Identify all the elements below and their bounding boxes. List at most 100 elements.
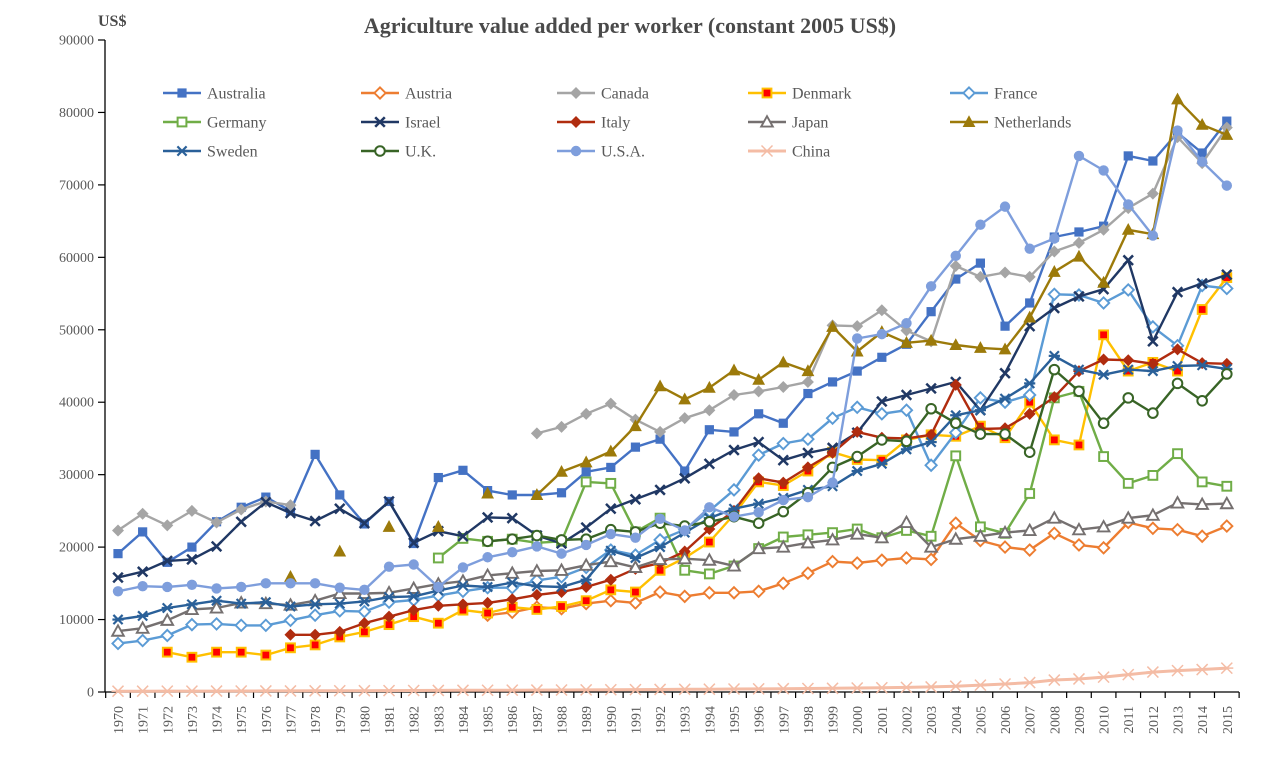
x-tick-label: 2007 [1024,706,1039,734]
x-tick-label: 1981 [383,706,398,734]
y-tick-label: 40000 [59,396,94,411]
legend-label: Austria [405,86,452,103]
x-tick-label: 1990 [605,706,620,734]
legend-item-israel: Israel [361,115,441,132]
x-tick-label: 1989 [580,706,595,734]
x-tick-label: 2015 [1221,706,1236,734]
x-tick-label: 1996 [753,706,768,734]
x-tick-label: 2012 [1147,706,1162,734]
x-tick-label: 1992 [654,706,669,734]
x-tick-label: 1986 [506,706,521,734]
legend-label: Netherlands [994,115,1071,132]
y-tick-label: 80000 [59,106,94,121]
legend-item-usa: U.S.A. [557,144,645,161]
series-australia [113,116,1232,567]
legend-label: Canada [601,86,649,103]
y-tick-label: 10000 [59,613,94,628]
legend-item-sweden: Sweden [163,144,258,161]
legend-label: France [994,86,1038,103]
legend-item-germany: Germany [163,115,267,132]
x-tick-label: 1983 [432,706,447,734]
x-tick-label: 2004 [950,706,965,734]
x-tick-label: 1979 [334,706,349,734]
legend-item-denmark: Denmark [748,86,852,103]
x-tick-label: 1972 [161,706,176,734]
x-axis-ticks: 1970 1971 1972 1973 1974 1975 1976 1977 1978 1979… [105,692,1240,734]
y-tick-label: 70000 [59,178,94,193]
legend-item-france: France [950,86,1038,103]
y-tick-label: 50000 [59,323,94,338]
x-tick-label: 1993 [679,706,694,734]
chart-title: Agriculture value added per worker (cons… [364,13,896,38]
x-tick-label: 2006 [999,706,1014,734]
legend: Australia Austria Canada Denmark France Germa… [163,86,1071,161]
y-tick-label: 30000 [59,468,94,483]
legend-label: Germany [207,115,267,132]
x-tick-label: 1971 [137,706,152,734]
legend-item-japan: Japan [748,114,828,132]
x-tick-label: 1976 [260,706,275,734]
legend-item-canada: Canada [557,86,649,103]
legend-label: Italy [601,115,630,132]
x-tick-label: 1974 [211,706,226,734]
legend-label: U.K. [405,144,436,161]
x-tick-label: 2010 [1098,706,1113,734]
legend-item-austria: Austria [361,86,452,103]
legend-item-uk: U.K. [361,144,436,161]
x-tick-label: 2011 [1122,706,1137,733]
x-tick-label: 1997 [777,706,792,734]
x-tick-label: 1975 [235,706,250,734]
x-tick-label: 1985 [482,706,497,734]
x-tick-label: 2008 [1048,706,1063,734]
x-tick-label: 1995 [728,706,743,734]
legend-label: U.S.A. [601,144,645,161]
y-axis-unit-label: US$ [98,13,126,30]
x-tick-label: 1978 [309,706,324,734]
y-tick-label: 60000 [59,251,94,266]
legend-label: Sweden [207,144,258,161]
x-tick-label: 2002 [900,706,915,734]
x-tick-label: 2005 [974,706,989,734]
x-tick-label: 2013 [1172,706,1187,734]
series-uk [481,363,1233,548]
x-tick-label: 1977 [284,706,299,734]
legend-label: Australia [207,86,266,103]
x-tick-label: 2003 [925,706,940,734]
y-tick-label: 0 [87,686,94,701]
x-tick-label: 1998 [802,706,817,734]
x-tick-label: 1994 [703,706,718,734]
legend-label: China [792,144,830,161]
plot-area [110,92,1235,698]
x-tick-label: 1991 [629,706,644,734]
legend-label: Japan [792,115,828,132]
series-usa [112,125,1233,597]
series-italy [284,343,1233,641]
x-tick-label: 1999 [827,706,842,734]
x-tick-label: 2000 [851,706,866,734]
x-tick-label: 2009 [1073,706,1088,734]
y-tick-label: 90000 [59,34,94,49]
legend-item-italy: Italy [557,115,630,132]
x-tick-label: 1970 [112,706,127,734]
x-tick-label: 1988 [556,706,571,734]
legend-item-china: China [748,144,830,161]
y-axis-ticks: 0 10000 20000 30000 40000 50000 60000 70000 8000… [59,34,105,701]
x-tick-label: 1984 [457,706,472,734]
series-canada [112,121,1233,537]
series-china [111,662,1234,698]
x-tick-label: 2014 [1196,706,1211,734]
legend-item-netherlands: Netherlands [950,115,1071,132]
x-tick-label: 1980 [358,706,373,734]
legend-item-australia: Australia [163,86,266,103]
legend-label: Denmark [792,86,852,103]
y-tick-label: 20000 [59,541,94,556]
x-tick-label: 2001 [876,706,891,734]
series-japan [110,495,1235,637]
x-tick-label: 1982 [408,706,423,734]
series-israel [112,254,1233,584]
x-tick-label: 1973 [186,706,201,734]
x-tick-label: 1987 [531,706,546,734]
legend-label: Israel [405,115,441,132]
